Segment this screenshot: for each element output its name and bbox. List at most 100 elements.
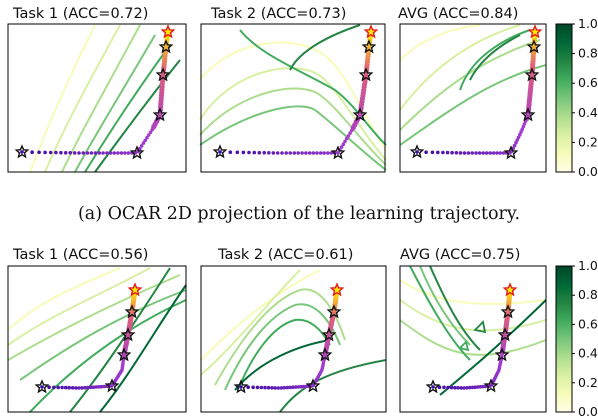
final-star-marker	[363, 24, 379, 39]
trajectory-point	[477, 151, 482, 155]
trajectory-point	[296, 385, 301, 389]
trajectory-point	[284, 151, 289, 155]
panel-task1-row1: Task 1 (ACC=0.72)	[7, 6, 187, 173]
trajectory-point	[275, 151, 280, 155]
trajectory-point	[495, 151, 499, 155]
final-star-marker	[527, 24, 543, 39]
trajectory-point	[101, 151, 105, 155]
trajectory-avg-row1	[409, 24, 543, 160]
trajectory-point	[430, 150, 435, 155]
trajectory-point	[94, 385, 98, 389]
trajectory-point	[228, 150, 233, 154]
trajectory-point	[30, 150, 34, 154]
trajectory-point	[315, 151, 319, 155]
trajectory-point	[48, 150, 53, 155]
panel-title-task1-row2: Task 1 (ACC=0.56)	[12, 247, 148, 263]
trajectory-task2-row1	[212, 24, 379, 160]
star-marker	[124, 304, 140, 319]
contours-task2-row2	[200, 269, 387, 413]
trajectory-point	[501, 151, 506, 155]
trajectory-point	[437, 385, 442, 390]
trajectory-point	[288, 151, 293, 155]
panel-task2-row2: Task 2 (ACC=0.61)	[200, 247, 387, 413]
trajectory-point	[54, 150, 58, 155]
panel-task1-row2: Task 1 (ACC=0.56)	[7, 247, 187, 413]
trajectory-point	[257, 150, 262, 155]
trajectory-point	[112, 151, 117, 155]
trajectory-point	[458, 151, 463, 155]
trajectory-point	[515, 138, 519, 142]
trajectory-point	[37, 150, 41, 155]
trajectory-point	[259, 385, 264, 390]
trajectory-point	[285, 385, 290, 390]
star-marker	[129, 145, 145, 160]
trajectory-point	[450, 150, 454, 155]
trajectory-task1-row1	[14, 24, 176, 160]
trajectory-point	[288, 385, 292, 390]
trajectory-point	[59, 150, 63, 155]
trajectory-point	[74, 386, 78, 390]
trajectory-point	[102, 384, 106, 389]
trajectory-point	[307, 151, 312, 155]
star-marker	[524, 67, 540, 82]
trajectory-point	[81, 151, 86, 155]
trajectory-point	[43, 150, 47, 155]
trajectory-point	[348, 131, 352, 135]
trajectory-point	[97, 385, 101, 389]
star-marker	[409, 144, 425, 159]
trajectory-point	[139, 144, 144, 148]
trajectory-point	[512, 143, 517, 148]
trajectory-point	[108, 151, 113, 155]
trajectory-point	[498, 151, 503, 155]
trajectory-point	[63, 151, 68, 155]
colorbar-ticks-row1: 0.0 0.2 0.4 0.6 0.8 1.0	[572, 16, 598, 179]
star-marker	[305, 378, 321, 393]
trajectory-point	[521, 124, 526, 129]
trajectory-point	[462, 386, 466, 390]
panel-title-avg-row2: AVG (ACC=0.75)	[400, 247, 520, 263]
trajectory-point	[263, 385, 267, 390]
trajectory-point	[56, 385, 60, 390]
trajectory-point	[322, 151, 327, 155]
trajectory-point	[520, 127, 524, 132]
trajectory-point	[491, 151, 496, 155]
trajectory-point	[252, 150, 257, 155]
trajectory-point	[247, 150, 251, 155]
trajectory-point	[280, 151, 284, 155]
trajectory-point	[145, 135, 149, 140]
trajectory-point	[474, 151, 478, 155]
cb2-tick-5: 1.0	[578, 258, 598, 273]
trajectory-point	[293, 385, 298, 389]
star-marker	[361, 39, 377, 54]
trajectory-point	[91, 385, 96, 390]
trajectory-point	[251, 385, 255, 390]
trajectory-point	[282, 385, 287, 390]
cb2-tick-4: 0.8	[578, 287, 598, 302]
trajectory-point	[266, 385, 271, 390]
trajectory-point	[276, 386, 281, 390]
star-marker	[116, 347, 132, 362]
star-marker	[317, 347, 333, 362]
star-marker	[233, 379, 249, 394]
star-marker	[352, 107, 368, 122]
trajectory-point	[415, 150, 419, 154]
trajectory-point	[431, 385, 435, 389]
trajectory-point	[148, 130, 153, 135]
trajectory-point	[119, 151, 124, 155]
trajectory-point	[246, 385, 250, 390]
trajectory-point	[63, 385, 68, 390]
trajectory-point	[20, 150, 24, 154]
trajectory-point	[488, 151, 493, 155]
star-marker	[526, 39, 542, 54]
trajectory-point	[459, 386, 464, 390]
panel-title-task1-row1: Task 1 (ACC=0.72)	[12, 6, 148, 22]
trajectory-point	[235, 150, 240, 155]
trajectory-point	[52, 385, 56, 390]
trajectory-point	[344, 136, 349, 141]
trajectory-point	[279, 386, 284, 390]
contours-avg-row2	[399, 265, 547, 396]
cb2-tick-1: 0.2	[578, 375, 598, 390]
trajectory-point	[481, 151, 486, 155]
panel-task2-row1: Task 2 (ACC=0.73)	[199, 6, 387, 173]
